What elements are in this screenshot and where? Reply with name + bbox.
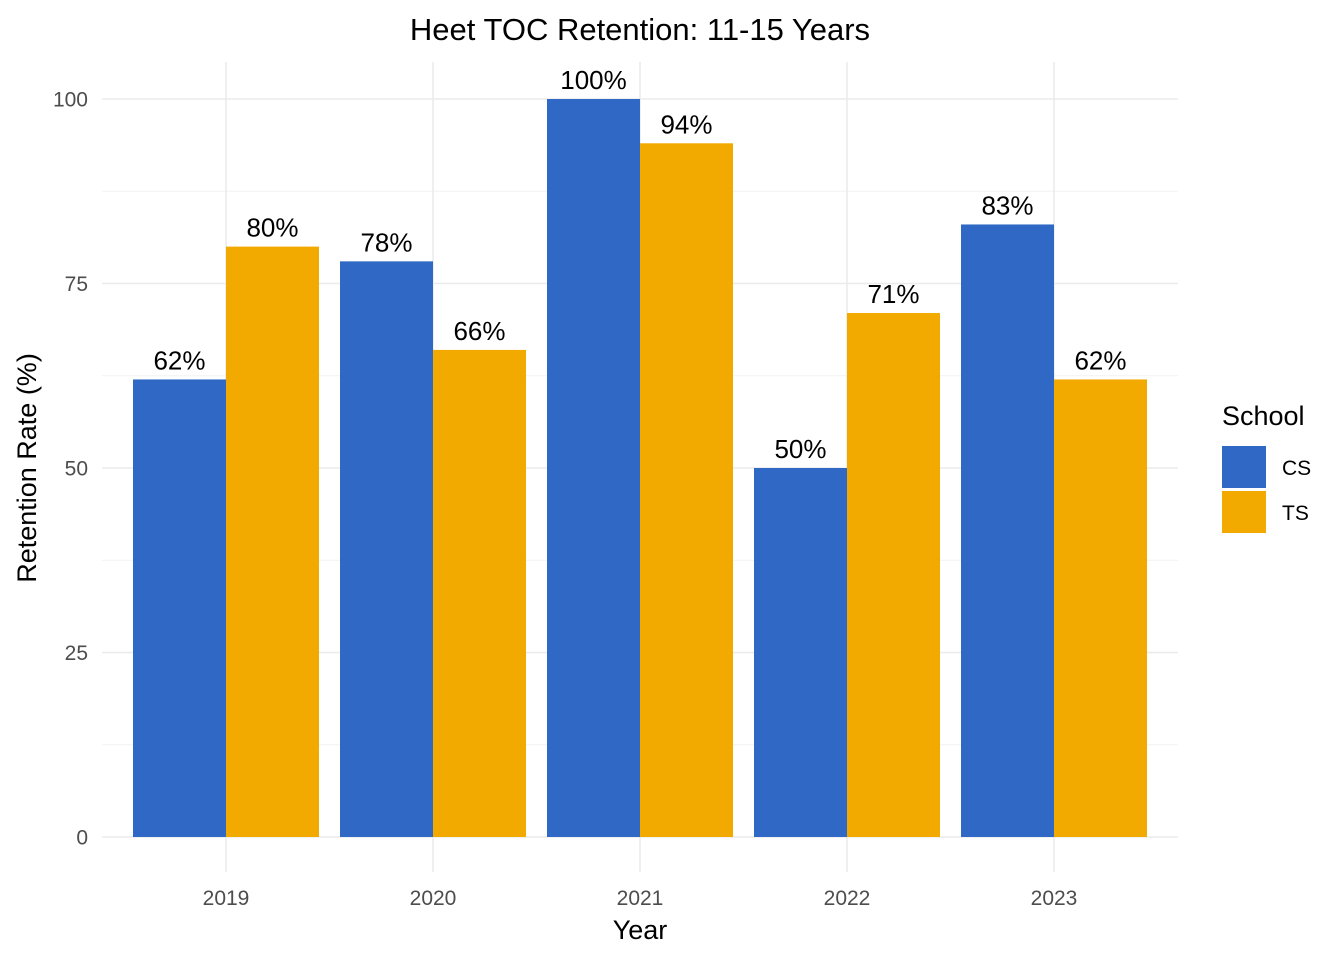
chart-title: Heet TOC Retention: 11-15 Years xyxy=(410,12,870,47)
data-label: 83% xyxy=(981,190,1033,220)
data-labels: 62% 78% 100% 50% 83% 80% 66% 94% 71% 62% xyxy=(153,65,1126,464)
bar-ts-2022 xyxy=(847,313,940,837)
data-label: 94% xyxy=(660,109,712,139)
x-axis-ticks: 2019 2020 2021 2022 2023 xyxy=(203,887,1078,910)
bar-ts-2020 xyxy=(433,349,526,837)
data-label: 66% xyxy=(453,316,505,346)
x-axis-title: Year xyxy=(613,915,668,945)
data-label: 78% xyxy=(360,227,412,257)
bar-cs-2021 xyxy=(547,99,640,837)
data-label: 62% xyxy=(153,345,205,375)
legend-items: CS TS xyxy=(1222,446,1311,533)
legend: School CS TS xyxy=(1222,401,1311,533)
bar-cs-2022 xyxy=(754,468,847,837)
x-tick-label: 2021 xyxy=(617,887,664,910)
y-axis-ticks: 0 25 50 75 100 xyxy=(53,89,88,850)
bar-cs-2020 xyxy=(340,261,433,837)
data-label: 62% xyxy=(1074,345,1126,375)
legend-swatch-cs xyxy=(1222,446,1266,488)
data-label: 80% xyxy=(246,213,298,243)
legend-label: CS xyxy=(1282,457,1311,480)
x-tick-label: 2023 xyxy=(1031,887,1078,910)
y-tick-label: 50 xyxy=(65,458,88,481)
bar-ts-2019 xyxy=(226,246,319,838)
data-label: 100% xyxy=(560,65,627,95)
x-tick-label: 2019 xyxy=(203,887,250,910)
x-tick-label: 2020 xyxy=(410,887,457,910)
bar-ts-2023 xyxy=(1054,379,1147,837)
y-tick-label: 75 xyxy=(65,273,88,296)
bar-cs-2023 xyxy=(961,224,1054,837)
y-axis-title: Retention Rate (%) xyxy=(12,353,42,583)
data-label: 71% xyxy=(867,279,919,309)
legend-swatch-ts xyxy=(1222,491,1266,533)
legend-title: School xyxy=(1222,401,1305,431)
bar-cs-2019 xyxy=(133,379,226,837)
legend-label: TS xyxy=(1282,502,1309,525)
bar-ts-2021 xyxy=(640,143,733,837)
y-tick-label: 100 xyxy=(53,89,88,112)
x-tick-label: 2022 xyxy=(824,887,871,910)
data-label: 50% xyxy=(774,434,826,464)
bars xyxy=(133,99,1147,838)
y-tick-label: 25 xyxy=(65,642,88,665)
y-tick-label: 0 xyxy=(76,827,88,850)
